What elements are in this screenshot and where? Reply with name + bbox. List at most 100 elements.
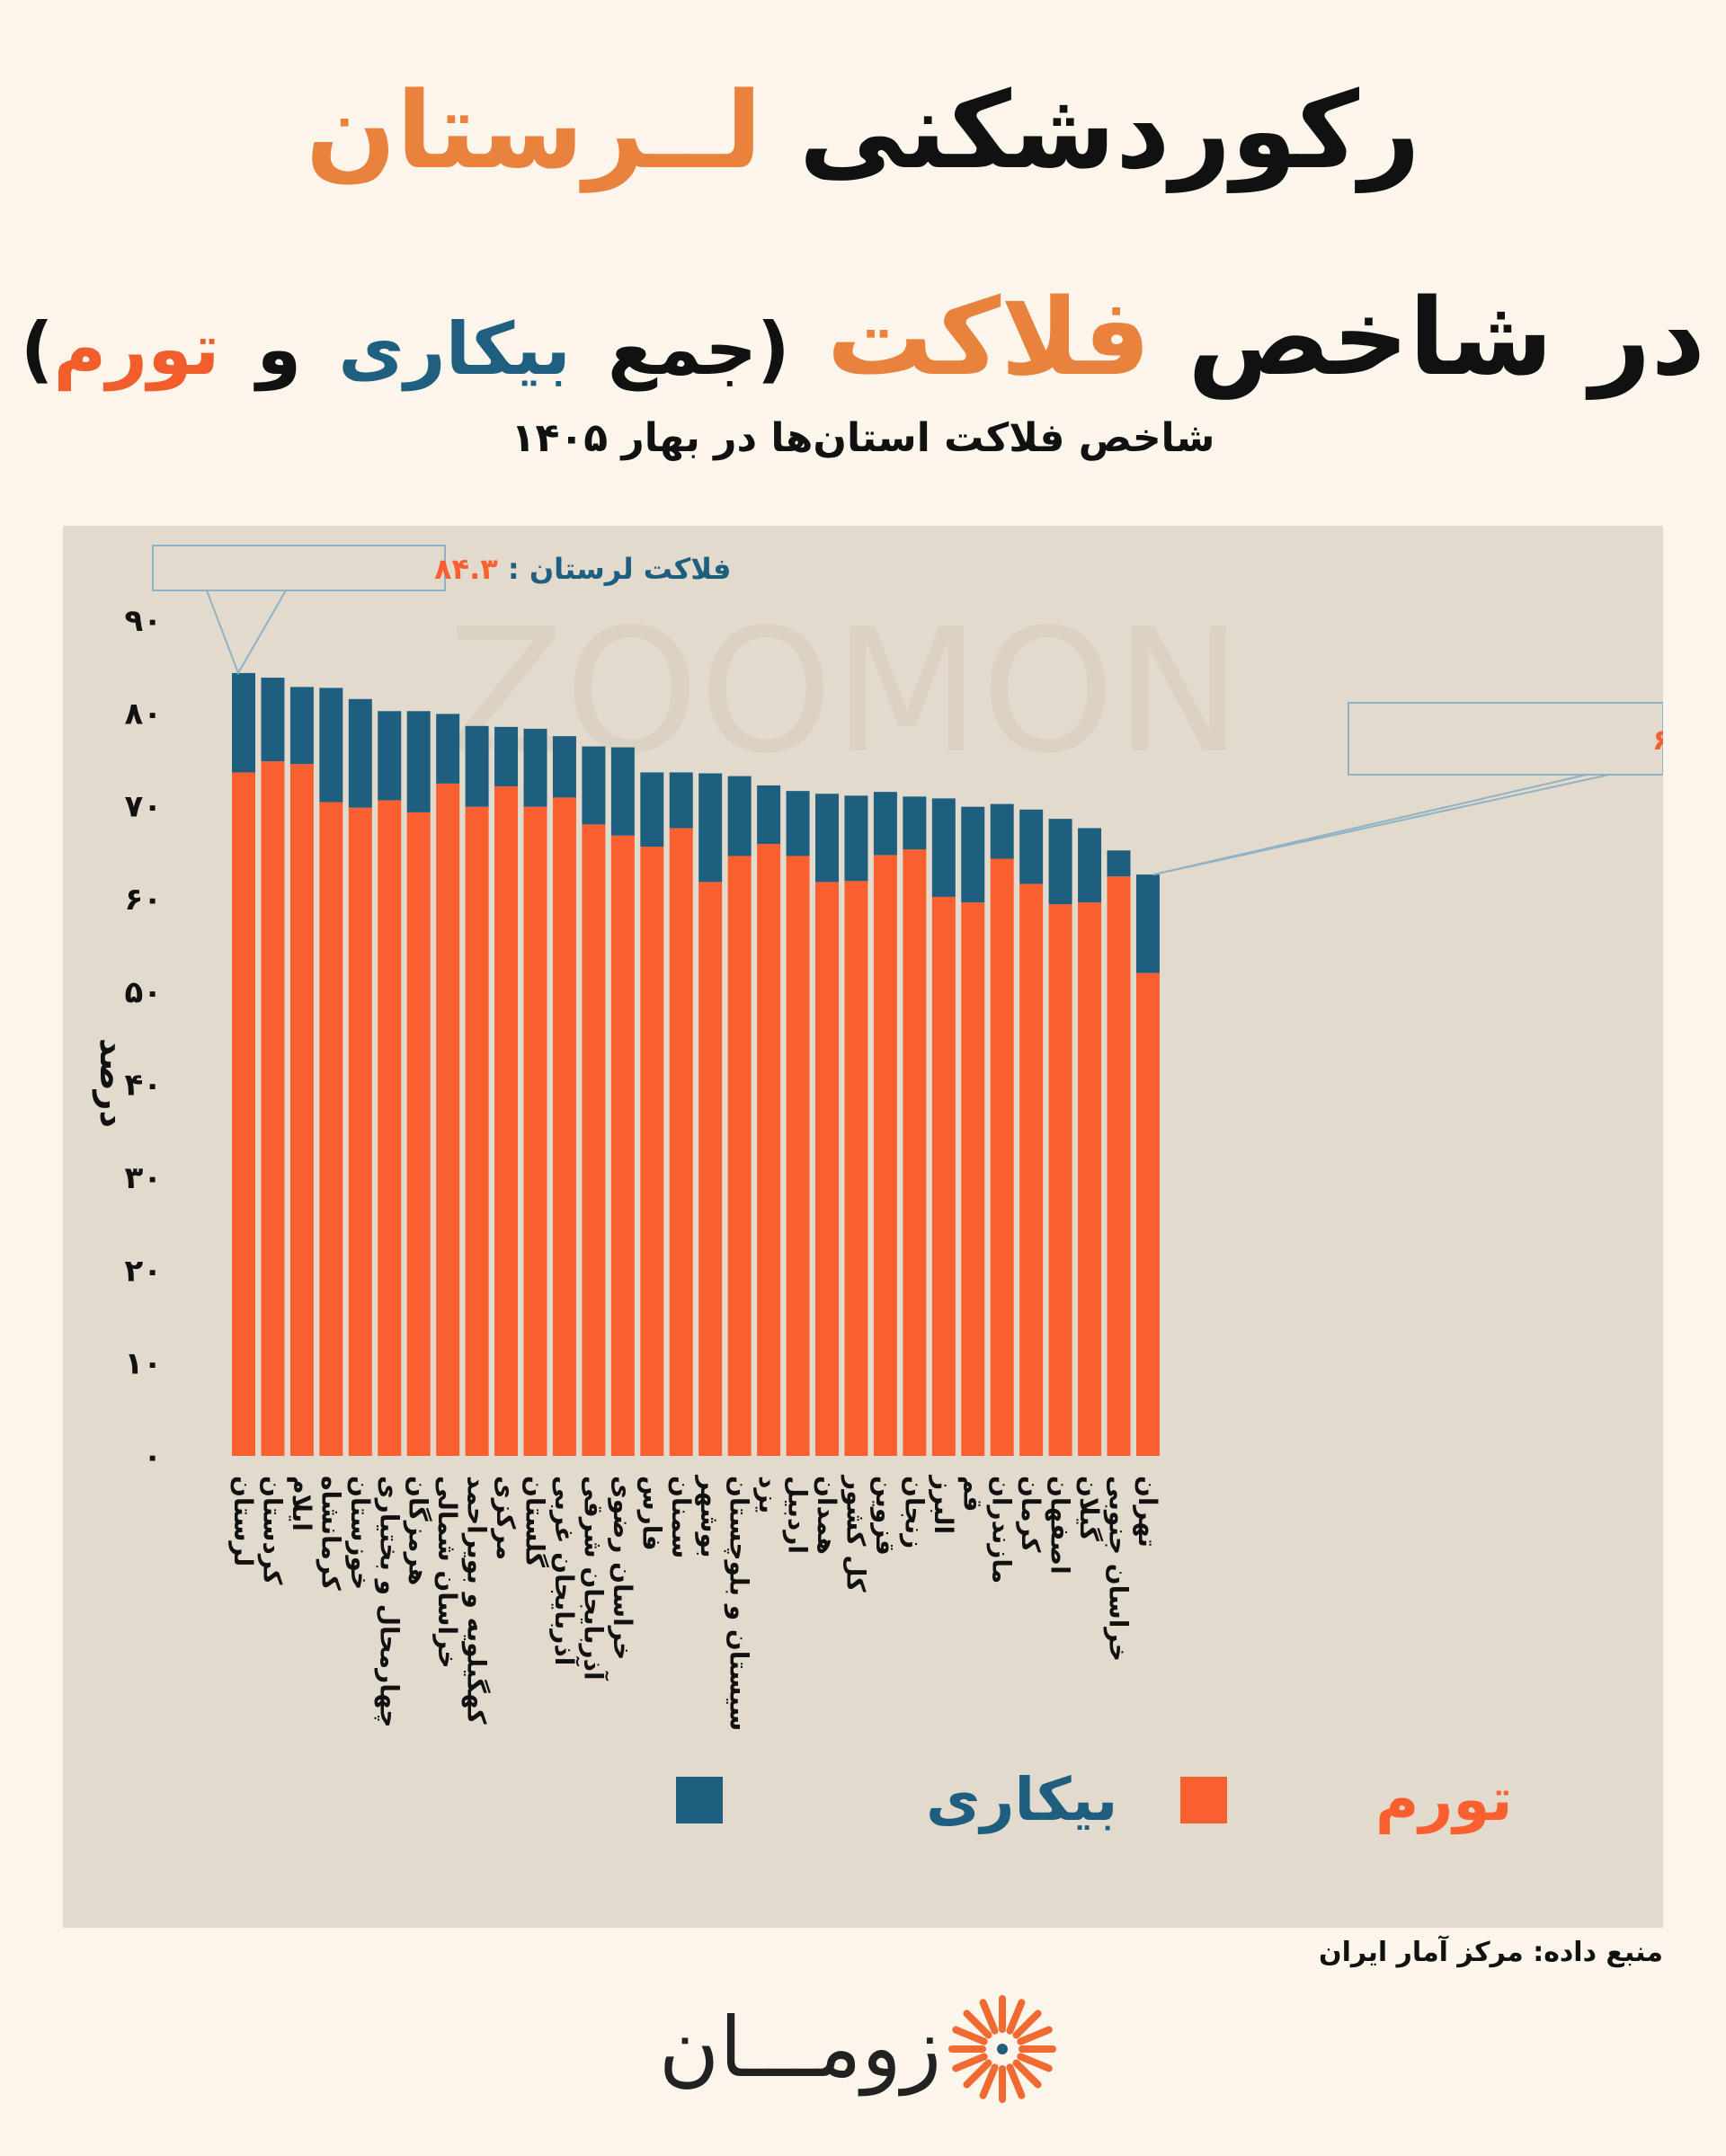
annotation-box — [1348, 702, 1663, 776]
title-word-va: و — [256, 307, 302, 391]
bar-unemployment — [640, 772, 664, 847]
bar-inflation — [1019, 883, 1044, 1456]
sunburst-ray — [1012, 2059, 1042, 2089]
bar-unemployment — [815, 794, 839, 883]
x-tick-label: کرمان — [1016, 1476, 1045, 1553]
bar-inflation — [289, 764, 314, 1456]
bar-inflation — [1107, 876, 1131, 1456]
x-tick-label: آذربایجان شرقی — [578, 1476, 609, 1681]
bar-unemployment — [727, 776, 752, 856]
legend-label-unemployment: بیکاری — [926, 1765, 1117, 1834]
bar-unemployment — [873, 792, 897, 856]
sunburst-ray — [952, 2026, 988, 2045]
x-axis: لرستان کردستان ایلام کرمانشاه خوزستان چهارمحا… — [228, 1474, 1162, 1731]
bar-inflation — [990, 858, 1014, 1456]
title-word-dar-shakhes: در شاخص — [1188, 275, 1706, 399]
bar-inflation — [232, 772, 255, 1456]
bar-inflation — [494, 785, 519, 1456]
x-tick-label: البرز — [929, 1474, 958, 1534]
x-tick-label: چهارمحال و بختیاری — [374, 1476, 404, 1727]
bar-unemployment — [436, 714, 460, 784]
sunburst-ray — [1017, 2053, 1053, 2072]
title-word-bikari: بیکاری — [338, 307, 571, 391]
sunburst-ray — [979, 1999, 999, 2035]
bar-unemployment — [990, 803, 1014, 859]
bar-inflation — [815, 882, 839, 1456]
sunburst-ray — [952, 2053, 988, 2072]
bar-inflation — [903, 849, 927, 1456]
y-tick-label: ۴۰ — [124, 1068, 162, 1104]
bar-inflation — [582, 824, 606, 1456]
bar-unemployment — [465, 725, 489, 807]
x-tick-label: خراسان شمالی — [432, 1476, 462, 1669]
annotation-text: فلاکت لرستان : ۸۴.۳ — [434, 552, 731, 586]
y-tick-label: ۲۰ — [124, 1253, 162, 1289]
sunburst-ray — [963, 2010, 992, 2039]
bar-inflation — [1078, 902, 1102, 1456]
sunburst-ray — [1017, 2026, 1053, 2045]
bar-inflation — [844, 881, 868, 1456]
y-axis: ۰ ۱۰ ۲۰ ۳۰ ۴۰ ۵۰ ۶۰ ۷۰ ۸۰ ۹۰ درصد — [93, 603, 162, 1475]
bar-inflation — [348, 807, 372, 1456]
bar-unemployment — [552, 736, 576, 798]
bars — [232, 672, 1160, 1456]
y-tick-label: ۷۰ — [124, 789, 162, 825]
bar-unemployment — [523, 728, 547, 807]
bar-inflation — [610, 835, 635, 1456]
bar-unemployment — [1135, 874, 1160, 973]
x-tick-label: اردبیل — [783, 1476, 813, 1554]
y-tick-label: ۶۰ — [124, 882, 162, 918]
stacked-bar-chart: ZOOMON ۰ ۱۰ ۲۰ ۳۰ ۴۰ ۵۰ ۶۰ ۷۰ ۸۰ ۹۰ درصد لرستان کرد… — [93, 545, 1663, 1835]
title-word-felakat: فلاکت — [826, 275, 1152, 399]
bar-inflation — [669, 828, 693, 1456]
title-paren-close: ) — [20, 307, 54, 391]
annotation-label: فلاکت لرستان : — [498, 552, 732, 586]
bar-inflation — [757, 844, 781, 1456]
bar-inflation — [261, 761, 285, 1456]
bar-unemployment — [494, 726, 519, 786]
x-tick-label: یزد — [753, 1476, 783, 1513]
bar-inflation — [873, 855, 897, 1456]
x-tick-label: تهران — [1133, 1476, 1162, 1548]
bar-inflation — [1135, 972, 1160, 1456]
y-tick-label: ۸۰ — [124, 696, 162, 732]
bar-inflation — [640, 847, 664, 1456]
chart-panel: ZOOMON ۰ ۱۰ ۲۰ ۳۰ ۴۰ ۵۰ ۶۰ ۷۰ ۸۰ ۹۰ درصد لرستان کرد… — [63, 526, 1663, 1928]
x-tick-label: کرمانشاه — [316, 1476, 345, 1591]
x-tick-label: همدان — [812, 1476, 841, 1555]
bar-unemployment — [319, 688, 343, 803]
x-tick-label: گیلان — [1074, 1476, 1104, 1542]
bar-unemployment — [261, 678, 285, 762]
bar-unemployment — [1107, 850, 1131, 877]
bar-inflation — [698, 882, 723, 1456]
y-axis-label: درصد — [93, 1038, 132, 1128]
bar-unemployment — [961, 806, 985, 903]
x-tick-label: زنجان — [899, 1476, 929, 1548]
y-tick-label: ۵۰ — [124, 974, 162, 1010]
bar-unemployment — [698, 773, 723, 883]
bar-unemployment — [582, 746, 606, 825]
bar-unemployment — [348, 698, 372, 808]
bar-unemployment — [757, 785, 781, 845]
x-tick-label: هرمزگان — [404, 1476, 433, 1585]
title-word-jam: جمع — [608, 307, 757, 391]
y-tick-label: ۰ — [143, 1439, 162, 1475]
bar-inflation — [523, 806, 547, 1456]
watermark: ZOOMON — [448, 592, 1243, 791]
x-tick-label: خراسان رضوی — [608, 1476, 637, 1660]
brand-logo: زومـــان — [656, 1991, 1070, 2107]
legend-label-inflation: تورم — [1375, 1765, 1513, 1835]
bar-unemployment — [406, 711, 431, 812]
x-tick-label: مازندران — [987, 1476, 1017, 1584]
x-tick-label: کهگیلویه و بویراحمد — [462, 1476, 492, 1725]
data-source: منبع داده: مرکز آمار ایران — [1319, 1937, 1663, 1968]
bar-unemployment — [289, 687, 314, 765]
title-paren-open: ( — [756, 307, 790, 391]
sunburst-ray — [1006, 1999, 1026, 2035]
x-tick-label: سیستان و بلوچستان — [725, 1476, 754, 1731]
bar-inflation — [378, 800, 402, 1456]
bar-unemployment — [931, 798, 956, 897]
x-tick-label: کل کشور — [841, 1474, 870, 1593]
sunburst-icon — [948, 1995, 1056, 2103]
title-word-lorestan: لــرستان — [306, 68, 762, 192]
